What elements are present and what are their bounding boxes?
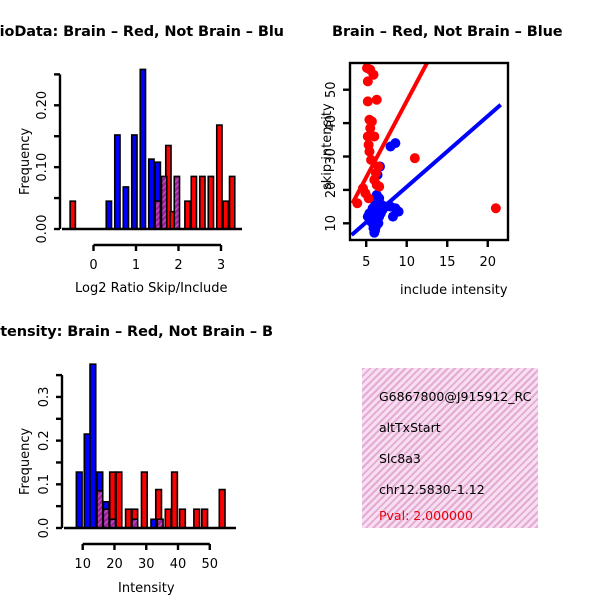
histogram-bar <box>222 200 230 230</box>
trend-line <box>350 63 429 205</box>
ratio-histogram-title: RatioData: Brain – Red, Not Brain – Blu <box>0 24 284 40</box>
histogram-bar <box>102 508 110 529</box>
histogram-bar <box>198 175 206 230</box>
scatter-point <box>371 94 382 105</box>
histogram-bar <box>96 490 104 529</box>
histogram-bar <box>154 200 162 230</box>
axis-tick-label: 50 <box>201 557 218 572</box>
histogram-bar <box>130 134 138 230</box>
histogram-bar <box>131 518 139 529</box>
scatter-point <box>373 218 384 229</box>
ratio-histogram-xlabel: Log2 Ratio Skip/Include <box>75 281 228 296</box>
histogram-bar <box>75 471 83 529</box>
gene-symbol-text: Slc8a3 <box>379 451 421 466</box>
ratio-histogram-canvas: 0 1 2 3 0.00 0.10 0.20 <box>35 68 242 273</box>
histogram-bar <box>122 186 130 230</box>
axis-tick-label: 2 <box>174 258 182 273</box>
scatter-point <box>365 123 376 134</box>
scatter-canvas: 5 10 15 20 10 20 30 40 50 <box>324 61 510 270</box>
axis-tick-label: 30 <box>324 148 339 165</box>
histogram-bar <box>164 508 172 529</box>
event-id-text: G6867800@J915912_RC <box>379 389 532 404</box>
event-info-text-clip: G6867800@J915912_RC altTxStart Slc8a3 ch… <box>362 368 538 528</box>
axis-tick-label: 20 <box>479 255 496 270</box>
axis-tick-label: 15 <box>439 255 456 270</box>
axis-tick-label: 1 <box>132 258 140 273</box>
histogram-bar <box>147 158 155 230</box>
histogram-bar <box>108 518 117 529</box>
axis-tick-label: 10 <box>398 255 415 270</box>
scatter-point <box>369 131 380 142</box>
panel-intensity-scatter: Brain – Red, Not Brain – Blue skip inten… <box>300 0 600 300</box>
axis-tick-label: 10 <box>74 557 91 572</box>
histogram-bar <box>207 175 215 230</box>
histogram-bar <box>156 518 164 529</box>
histogram-bar <box>193 508 201 529</box>
axis-tick-label: 40 <box>170 557 187 572</box>
histogram-bar <box>105 200 113 230</box>
histogram-bar <box>178 508 187 529</box>
axis-tick-label: 20 <box>324 182 339 199</box>
axis-tick-label: 5 <box>362 255 370 270</box>
axis-tick-label: 0.3 <box>37 387 52 408</box>
histogram-bar <box>201 508 209 529</box>
scatter-point <box>369 227 380 238</box>
axis-tick-label: 10 <box>324 215 339 232</box>
intensity-histogram-canvas: 10 20 30 40 50 0.0 0.1 0.2 0.3 <box>37 363 236 572</box>
scatter-point <box>364 146 375 157</box>
histogram-bar <box>124 508 133 529</box>
scatter-point <box>363 193 374 204</box>
axis-tick-label: 0 <box>89 258 97 273</box>
scatter-point <box>368 69 379 80</box>
scatter-point <box>387 211 398 222</box>
histogram-bar <box>215 124 223 230</box>
histogram-bar <box>140 471 148 529</box>
histogram-bar <box>160 175 168 230</box>
axis-tick-label: 0.20 <box>35 91 50 120</box>
histogram-bar <box>173 175 181 230</box>
event-type-text: altTxStart <box>379 420 441 435</box>
intensity-histogram-xlabel: Intensity <box>118 581 175 596</box>
scatter-point <box>490 203 501 214</box>
panel-event-info: G6867800@J915912_RC altTxStart Slc8a3 ch… <box>300 300 600 600</box>
axis-tick-label: 20 <box>106 557 123 572</box>
scatter-xlabel: include intensity <box>400 283 508 298</box>
axis-tick-label: 0.00 <box>35 215 50 244</box>
scatter-point <box>385 141 396 152</box>
axis-tick-label: 0.1 <box>37 474 52 495</box>
pvalue-text: Pval: 2.000000 <box>379 508 473 523</box>
histogram-bar <box>83 433 91 529</box>
histogram-bar <box>115 471 123 529</box>
scatter-point <box>362 76 373 87</box>
scatter-title: Brain – Red, Not Brain – Blue <box>332 24 563 40</box>
histogram-bar <box>218 488 226 529</box>
histogram-bar <box>184 200 191 230</box>
histogram-bar <box>69 200 77 230</box>
scatter-point <box>374 181 385 192</box>
histogram-bar <box>228 175 236 230</box>
axis-tick-label: 0.10 <box>35 153 50 182</box>
histogram-bar <box>113 134 121 230</box>
histogram-bar <box>139 68 147 230</box>
histogram-bar <box>89 363 97 529</box>
axis-tick-label: 30 <box>138 557 155 572</box>
axis-tick-label: 3 <box>217 258 225 273</box>
panel-ratio-histogram: RatioData: Brain – Red, Not Brain – Blu … <box>0 0 300 300</box>
axis-tick-label: 50 <box>324 81 339 98</box>
intensity-histogram-title: ne Itensity: Brain – Red, Not Brain – B <box>0 324 273 340</box>
axis-tick-label: 40 <box>324 115 339 132</box>
event-info-background <box>362 368 538 528</box>
axis-tick-label: 0.0 <box>37 518 52 539</box>
scatter-point <box>409 153 420 164</box>
coordinates-text: chr12.5830–1.12 <box>379 482 485 497</box>
scatter-point <box>362 96 373 107</box>
trend-line <box>350 103 503 237</box>
panel-intensity-histogram: ne Itensity: Brain – Red, Not Brain – B … <box>0 300 300 600</box>
axis-tick-label: 0.2 <box>37 430 52 451</box>
histogram-bar <box>190 175 198 230</box>
histogram-bar <box>170 471 179 529</box>
